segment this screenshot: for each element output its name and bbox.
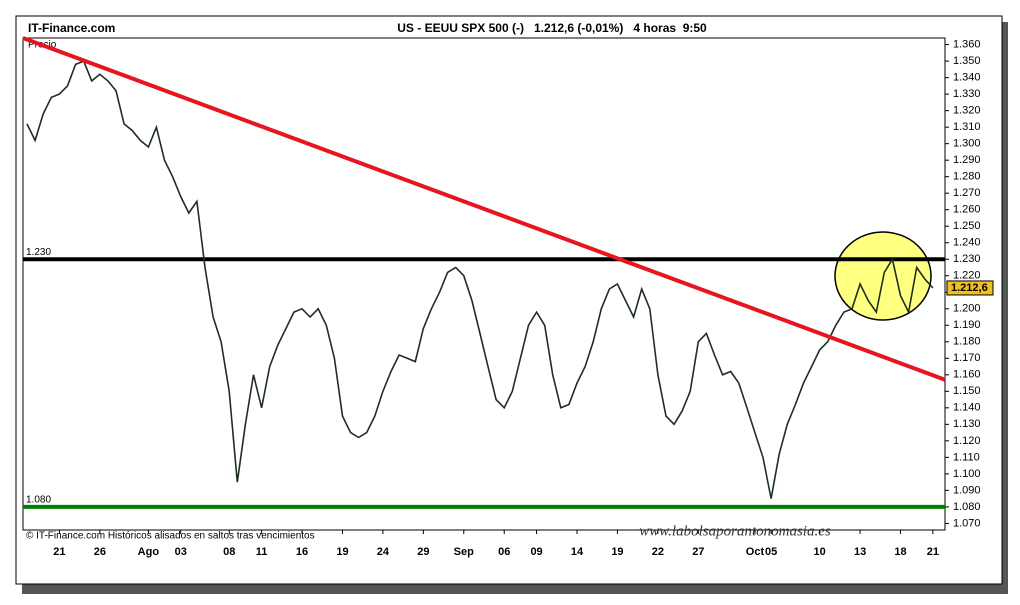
x-tick-label: 18	[894, 546, 906, 558]
x-tick-label: 09	[530, 546, 542, 558]
x-tick-label: 29	[417, 546, 429, 558]
x-tick-label: 16	[296, 546, 308, 558]
last-price-label: 1.212,6	[951, 282, 988, 294]
x-tick-label: 08	[223, 546, 235, 558]
x-tick-label: 19	[336, 546, 348, 558]
y-tick-label: 1.300	[953, 138, 981, 150]
x-tick-label: 24	[377, 546, 390, 558]
y-tick-label: 1.150	[953, 385, 981, 397]
x-tick-label: 19	[611, 546, 623, 558]
x-tick-label: 14	[571, 546, 584, 558]
x-tick-label: Ago	[138, 546, 160, 558]
x-tick-label: 21	[927, 546, 939, 558]
x-tick-label: 22	[652, 546, 664, 558]
x-tick-label: 27	[692, 546, 704, 558]
y-tick-label: 1.180	[953, 336, 981, 348]
y-tick-label: 1.090	[953, 484, 981, 496]
level-label: 1.080	[26, 495, 51, 506]
y-tick-label: 1.220	[953, 270, 981, 282]
y-tick-label: 1.340	[953, 72, 981, 84]
y-tick-label: 1.200	[953, 303, 981, 315]
last-price-box	[946, 280, 994, 296]
watermark: www.labolsaporantonomasia.es	[639, 523, 831, 539]
plot-area	[22, 37, 946, 531]
x-tick-label: 11	[256, 546, 268, 558]
y-tick-label: 1.190	[953, 319, 981, 331]
y-tick-label: 1.080	[953, 501, 981, 513]
site-name: IT-Finance.com	[28, 21, 115, 35]
y-tick-label: 1.290	[953, 154, 981, 166]
y-tick-label: 1.130	[953, 418, 981, 430]
y-tick-label: 1.360	[953, 39, 981, 51]
price-line	[26, 60, 934, 499]
y-tick-label: 1.160	[953, 369, 981, 381]
y-tick-label: 1.230	[953, 253, 981, 265]
trendline	[22, 36, 946, 382]
x-tick-label: 05	[765, 546, 777, 558]
y-tick-label: 1.170	[953, 352, 981, 364]
y-tick-label: 1.140	[953, 402, 981, 414]
y-tick-label: 1.120	[953, 435, 981, 447]
x-tick-label: 21	[53, 546, 65, 558]
x-tick-label: Sep	[454, 546, 474, 558]
x-tick-label: 03	[175, 546, 187, 558]
y-tick-label: 1.280	[953, 171, 981, 183]
x-tick-label: 06	[498, 546, 510, 558]
y-tick-label: 1.330	[953, 88, 981, 100]
y-tick-label: 1.270	[953, 187, 981, 199]
y-tick-label: 1.110	[953, 451, 980, 463]
level-label: 1.230	[26, 247, 51, 258]
y-tick-label: 1.310	[953, 121, 981, 133]
x-tick-label: 10	[814, 546, 826, 558]
y-tick-label: 1.260	[953, 204, 981, 216]
chart-title: US - EEUU SPX 500 (-) 1.212,6 (-0,01%) 4…	[397, 21, 707, 35]
x-tick-label: 13	[854, 546, 866, 558]
y-tick-label: 1.240	[953, 237, 981, 249]
x-tick-label: 26	[94, 546, 106, 558]
y-tick-label: 1.070	[953, 517, 981, 529]
y-tick-label: 1.100	[953, 468, 981, 480]
y-tick-label: 1.350	[953, 55, 981, 67]
x-tick-label: Oct	[746, 546, 765, 558]
y-tick-label: 1.320	[953, 105, 981, 117]
y-tick-label: 1.250	[953, 220, 981, 232]
footer: © IT-Finance.com Históricos alisados en …	[26, 531, 315, 542]
